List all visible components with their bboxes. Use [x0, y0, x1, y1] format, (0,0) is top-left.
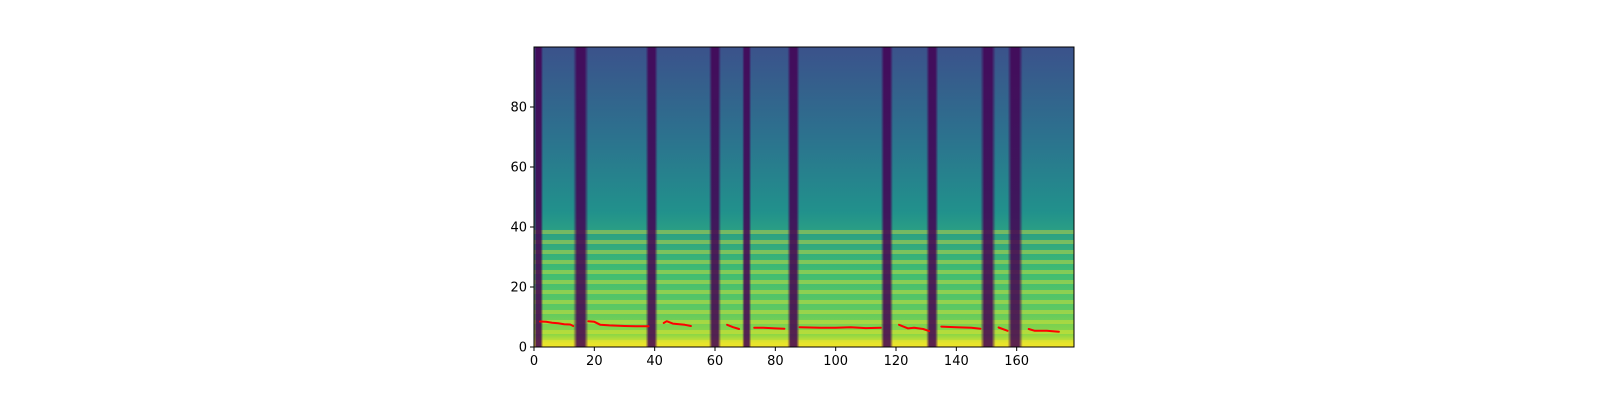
x-axis: 0 20 40 60 80 100 120 140 160	[530, 347, 1029, 369]
x-tick-label-140: 140	[944, 354, 969, 369]
x-tick-label-80: 80	[767, 354, 784, 369]
x-tick-label-0: 0	[530, 354, 538, 369]
x-tick-label-60: 60	[707, 354, 724, 369]
silence-column-1	[573, 47, 588, 347]
silence-column-6	[881, 47, 893, 347]
x-tick-label-100: 100	[823, 354, 848, 369]
silence-column-8	[980, 47, 995, 347]
y-axis: 0 20 40 60 80	[510, 101, 534, 356]
silence-column-7	[926, 47, 938, 347]
y-tick-label-20: 20	[510, 281, 527, 296]
silence-column-4	[742, 47, 751, 347]
y-tick-label-80: 80	[510, 101, 527, 116]
silence-column-3	[709, 47, 721, 347]
x-tick-label-120: 120	[884, 354, 909, 369]
silence-column-2	[646, 47, 658, 347]
plot-area	[534, 47, 1074, 347]
silence-column-9	[1008, 47, 1023, 347]
silence-column-5	[787, 47, 799, 347]
x-tick-label-40: 40	[646, 354, 663, 369]
x-tick-label-160: 160	[1004, 354, 1029, 369]
pitch-segment-5	[800, 327, 881, 328]
pitch-segment-4	[754, 328, 784, 329]
y-tick-label-40: 40	[510, 221, 527, 236]
x-tick-label-20: 20	[586, 354, 603, 369]
y-tick-label-0: 0	[519, 341, 527, 356]
silence-column-0	[534, 47, 543, 347]
y-tick-label-60: 60	[510, 161, 527, 176]
